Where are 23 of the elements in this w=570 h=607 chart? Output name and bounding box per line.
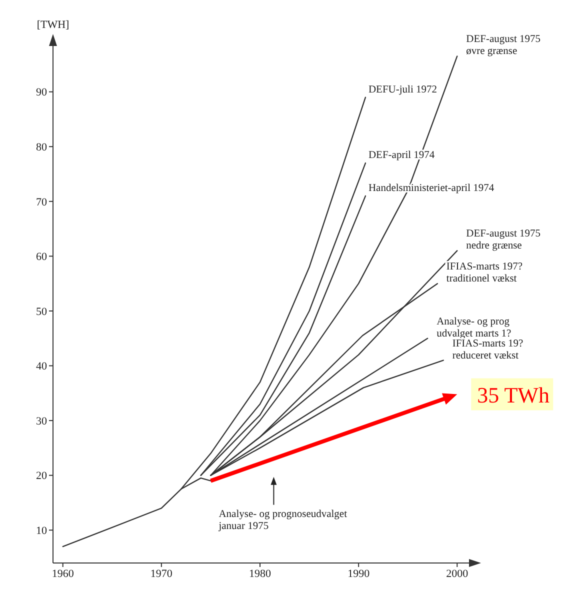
- x-tick-label: 1960: [52, 568, 74, 580]
- series-label: IFIAS-marts 19? reduceret vækst: [452, 338, 524, 362]
- y-tick-label: 40: [36, 360, 48, 373]
- x-tick-label: 1970: [150, 568, 173, 580]
- series-label: DEF-august 1975 øvre grænse: [466, 34, 541, 58]
- y-tick-label: 50: [36, 306, 48, 318]
- x-tick-label: 1980: [249, 568, 272, 580]
- y-tick-label: 20: [36, 470, 48, 482]
- series-label: IFIAS-marts 197? traditionel vækst: [446, 262, 523, 285]
- y-tick-label: 30: [36, 415, 48, 428]
- y-tick-label: 80: [36, 142, 48, 154]
- series-label: Analyse- og prog udvalget marts 1?: [436, 316, 512, 340]
- y-axis-title: [TWH]: [36, 19, 70, 31]
- series-label: DEFU-juli 1972: [368, 84, 438, 96]
- y-tick-label: 90: [36, 86, 48, 99]
- x-tick-label: 1990: [348, 568, 370, 580]
- annotation: Analyse- og prognoseudvalget januar 1975: [218, 508, 348, 532]
- text: 35 TWh: [477, 382, 550, 408]
- y-tick-label: 60: [36, 251, 48, 264]
- y-tick-label: 10: [36, 525, 48, 538]
- series-label: DEF-august 1975 nedre grænse: [466, 228, 541, 252]
- y-tick-label: 70: [36, 196, 48, 208]
- x-tick-label: 2000: [446, 568, 469, 580]
